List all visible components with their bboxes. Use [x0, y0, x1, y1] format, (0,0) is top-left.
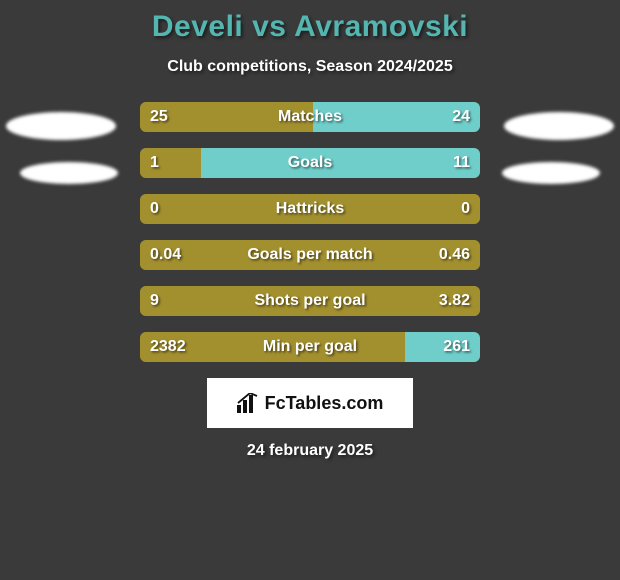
footer-date: 24 february 2025 [0, 442, 620, 460]
stats-bars: 2524Matches 111Goals 00Hattricks 0.040.46Go… [140, 102, 480, 362]
bar-fill-right [313, 102, 480, 132]
team-badge-right-2 [502, 162, 600, 184]
bar-fill-left [140, 332, 405, 362]
bar-fill-right [201, 148, 480, 178]
bar-fill-left [140, 194, 480, 224]
bar-fill-left [140, 286, 480, 316]
bar-fill-left [140, 240, 480, 270]
stat-row: 93.82Shots per goal [140, 286, 480, 316]
team-badge-left-2 [20, 162, 118, 184]
chart-area: 2524Matches 111Goals 00Hattricks 0.040.46Go… [0, 102, 620, 362]
stat-row: 2382261Min per goal [140, 332, 480, 362]
stat-row: 111Goals [140, 148, 480, 178]
stat-row: 0.040.46Goals per match [140, 240, 480, 270]
page-subtitle: Club competitions, Season 2024/2025 [0, 58, 620, 76]
brand-logo-icon [237, 393, 259, 413]
brand-badge: FcTables.com [207, 378, 413, 428]
stat-row: 2524Matches [140, 102, 480, 132]
comparison-card: Develi vs Avramovski Club competitions, … [0, 0, 620, 460]
brand-text: FcTables.com [265, 393, 384, 414]
stat-row: 00Hattricks [140, 194, 480, 224]
bar-fill-left [140, 102, 313, 132]
page-title: Develi vs Avramovski [0, 10, 620, 44]
bar-fill-right [405, 332, 480, 362]
bar-fill-left [140, 148, 201, 178]
team-badge-left-1 [6, 112, 116, 140]
team-badge-right-1 [504, 112, 614, 140]
